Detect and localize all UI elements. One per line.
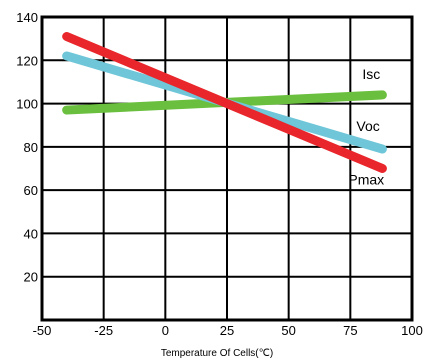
grid-lines (42, 17, 412, 320)
y-tick-label: 100 (16, 97, 38, 112)
x-tick-label: -25 (94, 323, 113, 338)
y-tick-label: 140 (16, 10, 38, 25)
y-tick-label: 40 (24, 226, 38, 241)
series-line-pmax (62, 31, 387, 173)
x-tick-labels: -50 -25 0 25 50 75 100 (33, 323, 423, 338)
series-label-pmax: Pmax (348, 172, 384, 188)
y-tick-label: 120 (16, 53, 38, 68)
series-labels: Isc Voc Pmax (348, 66, 384, 188)
y-tick-label: 60 (24, 183, 38, 198)
series-label-voc: Voc (356, 118, 379, 134)
series-label-isc: Isc (362, 66, 380, 82)
y-tick-label: 20 (24, 270, 38, 285)
x-tick-label: 50 (281, 323, 295, 338)
x-axis-label: Temperature Of Cells(℃) (161, 348, 273, 359)
x-tick-label: 75 (343, 323, 357, 338)
y-tick-label: 80 (24, 140, 38, 155)
series-lines (62, 31, 387, 173)
y-tick-labels: 20 40 60 80 100 120 140 (16, 10, 38, 285)
x-tick-label: -50 (33, 323, 52, 338)
x-tick-label: 25 (220, 323, 234, 338)
x-tick-label: 0 (162, 323, 169, 338)
x-tick-label: 100 (401, 323, 423, 338)
